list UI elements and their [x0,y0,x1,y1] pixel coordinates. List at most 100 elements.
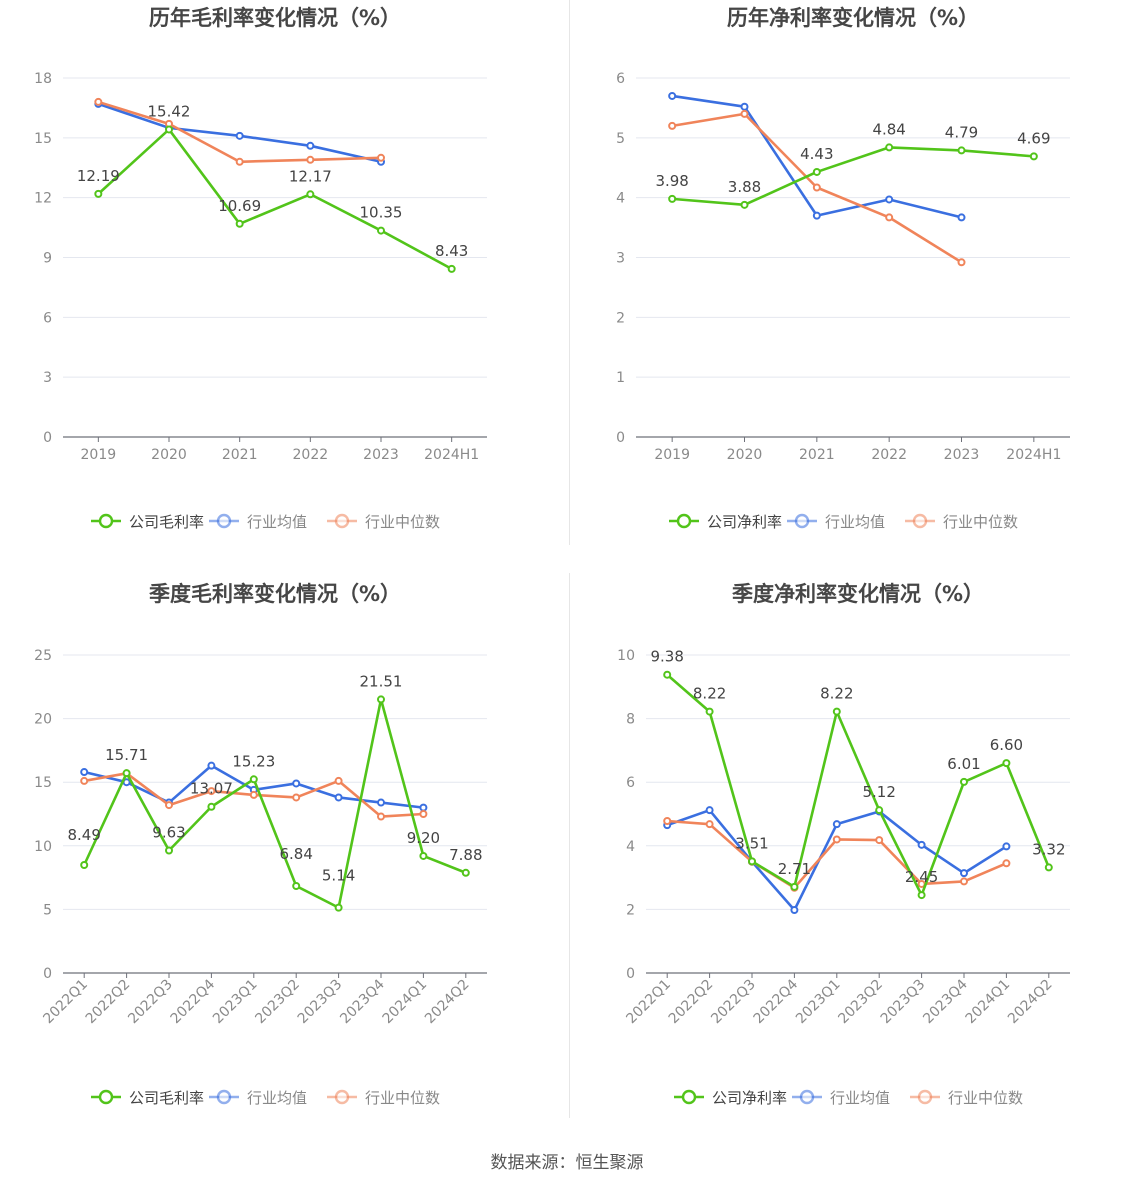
x-tick-label: 2024Q1 [380,977,431,1028]
data-point [957,213,966,222]
data-point [917,840,926,849]
data-point [165,125,173,134]
y-tick-label: 4 [626,839,635,855]
data-point [165,846,173,855]
chart-1: 历年毛利率变化情况（%） 0 3 6 9 12 15 18 2019 2020 2021 2022 20… [34,6,487,531]
data-point [377,812,385,821]
legend-item: 行业中位数 [905,513,1018,531]
y-tick-label: 8 [626,712,635,728]
y-tick-label: 6 [43,310,52,326]
legend-swatch-marker [799,1089,815,1105]
data-label: 8.22 [693,685,726,703]
y-tick-label: 25 [34,648,52,664]
x-tick-label: 2023 [363,447,399,463]
data-label: 15.23 [232,752,275,770]
data-point [957,258,966,267]
y-tick-label: 18 [34,71,52,87]
data-point [1029,152,1038,161]
y-tick-label: 12 [34,191,52,207]
data-point [334,903,343,912]
legend-item: 公司毛利率 [91,513,204,531]
data-label: 6.60 [990,736,1023,754]
data-label: 9.38 [650,648,683,666]
y-tick-label: 2 [626,902,635,918]
legend-label: 行业中位数 [943,513,1018,531]
data-label: 7.88 [449,846,482,864]
x-tick-label: 2020 [151,447,187,463]
y-tick-label: 5 [43,902,52,918]
legend-item: 公司净利率 [669,513,782,531]
data-point [885,195,894,204]
data-point [235,157,244,166]
data-point [740,109,749,118]
chart-4: 季度净利率变化情况（%）02468102022Q12022Q22022Q3202… [617,582,1070,1107]
x-tick-label: 2024H1 [1006,447,1061,463]
y-tick-label: 3 [43,370,52,386]
chart-2: 历年净利率变化情况（%） 0 1 2 3 4 5 6 2019 2020 2021 2022 2023 2… [616,6,1070,531]
data-point [165,801,173,810]
vertical-divider-bottom [569,573,570,1118]
legend-swatch-marker [917,1089,933,1105]
chart-title: 历年净利率变化情况（%） [727,6,979,30]
legend-label: 公司净利率 [707,513,782,531]
chart-title: 历年毛利率变化情况（%） [149,6,401,30]
data-point [917,891,926,900]
data-point [94,97,103,106]
data-point [748,857,756,866]
x-tick-label: 2024Q2 [1005,977,1056,1028]
data-point [249,775,258,784]
legend-label: 行业均值 [247,1089,307,1107]
chart-title: 季度净利率变化情况（%） [732,582,984,606]
x-tick-label: 2022Q4 [168,976,219,1027]
legend-swatch-marker [216,1089,232,1105]
data-point [306,190,315,199]
series-line [97,128,453,271]
data-point [292,881,301,890]
data-label: 10.35 [360,204,403,222]
data-point [812,211,821,220]
data-label: 15.71 [105,746,148,764]
data-label: 4.84 [872,120,905,138]
x-tick-label: 2023 [944,447,980,463]
data-point [249,790,258,799]
data-label: 4.43 [800,145,833,163]
data-label: 15.42 [148,102,191,120]
x-tick-label: 2022Q4 [751,976,802,1027]
data-label: 6.01 [947,755,980,773]
data-point [1044,863,1053,872]
x-tick-label: 2022 [871,447,907,463]
data-point [740,200,749,209]
x-tick-label: 2023Q1 [210,977,261,1028]
data-label: 9.63 [152,824,185,842]
data-point [419,851,428,860]
data-point [705,820,714,829]
data-point [832,820,841,829]
legend-label: 行业中位数 [365,1089,440,1107]
data-label: 3.32 [1032,840,1065,858]
legend-item: 公司净利率 [674,1089,787,1107]
data-point [957,146,966,155]
data-point [235,219,244,228]
data-point [832,707,841,716]
legend-item: 行业中位数 [327,1089,440,1107]
x-tick-label: 2024Q2 [422,977,473,1028]
data-point [80,776,89,785]
y-tick-label: 2 [616,310,625,326]
data-label: 21.51 [360,672,403,690]
data-point [1002,842,1011,851]
y-tick-label: 0 [626,966,635,982]
data-label: 8.43 [435,242,468,260]
data-point [377,226,385,235]
x-tick-label: 2023Q4 [920,976,971,1027]
legend-label: 行业均值 [247,513,307,531]
data-point [334,793,343,802]
x-tick-label: 2021 [222,447,258,463]
data-point [419,803,428,812]
y-tick-label: 0 [43,966,52,982]
data-point [207,802,216,811]
chart-title: 季度毛利率变化情况（%） [149,582,401,606]
data-label: 6.84 [279,845,312,863]
source-note: 数据来源：恒生聚源 [490,1153,644,1173]
legend-label: 行业均值 [830,1089,890,1107]
data-point [812,167,821,176]
